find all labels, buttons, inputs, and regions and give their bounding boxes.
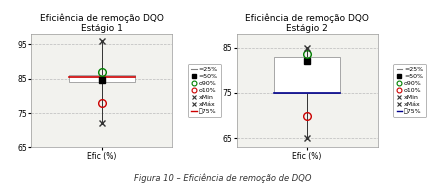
Bar [274,57,340,93]
Legend: =25%, =50%, o90%, o10%, xMin, xMáx, ⁲75%: =25%, =50%, o90%, o10%, xMin, xMáx, ⁲75% [188,64,221,117]
Legend: =25%, =50%, o90%, o10%, xMin, xMáx, ⁲75%: =25%, =50%, o90%, o10%, xMin, xMáx, ⁲75% [393,64,426,117]
Bar [69,75,135,82]
Text: Figura 10 – Eficiência de remoção de DQO: Figura 10 – Eficiência de remoção de DQO [134,174,312,183]
Title: Eficiência de remoção DQO
Estágio 2: Eficiência de remoção DQO Estágio 2 [245,13,369,33]
Title: Eficiência de remoção DQO
Estágio 1: Eficiência de remoção DQO Estágio 1 [40,13,164,33]
